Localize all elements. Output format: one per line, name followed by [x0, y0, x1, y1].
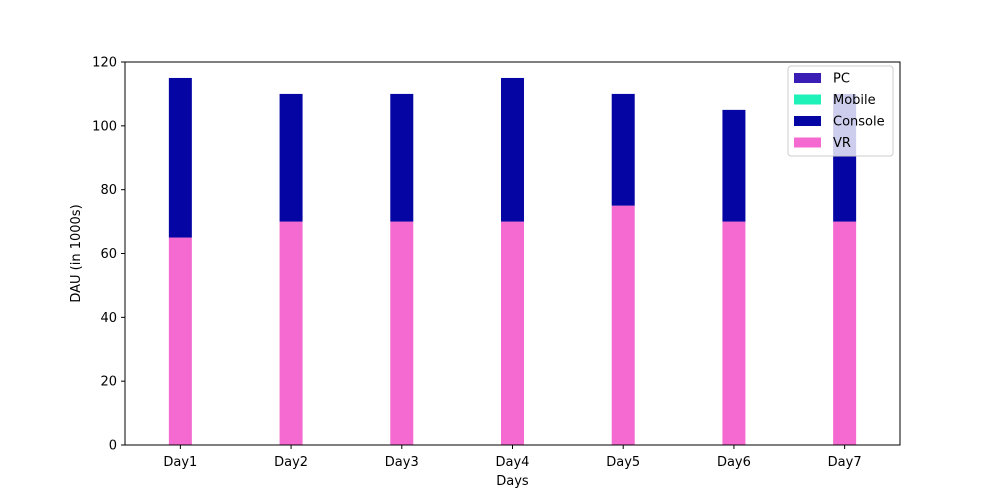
x-axis-label: Days	[496, 474, 529, 489]
y-tick-label: 100	[92, 119, 117, 134]
bar-vr-day5	[611, 205, 635, 445]
y-tick-label: 120	[92, 56, 117, 71]
x-tick-label: Day3	[385, 455, 419, 470]
legend-label-vr: VR	[833, 136, 851, 151]
legend-swatch-pc	[794, 73, 821, 83]
y-tick-label: 60	[100, 247, 117, 262]
x-tick-label: Day4	[496, 455, 530, 470]
bar-console-day3	[390, 93, 414, 222]
legend: PC Mobile Console VR	[787, 65, 894, 157]
y-axis-label: DAU (in 1000s)	[69, 204, 84, 302]
legend-label-console: Console	[833, 115, 885, 130]
legend-label-pc: PC	[833, 72, 850, 87]
ticks-layer: Day1 Day2 Day3 Day4 Day5 Day6 Day7 0 20 40 60 80 100…	[92, 56, 861, 471]
y-tick-label: 0	[109, 439, 117, 454]
bar-console-day4	[501, 77, 524, 222]
y-tick-label: 80	[100, 183, 117, 198]
bars-layer	[168, 77, 857, 445]
y-tick-label: 40	[100, 311, 117, 326]
bar-vr-day7	[833, 221, 857, 445]
bar-vr-day6	[722, 221, 746, 445]
bar-vr-day3	[390, 221, 414, 445]
x-tick-label: Day7	[828, 455, 862, 470]
bar-console-day6	[722, 109, 746, 222]
x-tick-label: Day2	[274, 455, 308, 470]
bar-vr-day2	[279, 221, 303, 445]
bar-vr-day4	[501, 221, 524, 445]
x-tick-label: Day5	[606, 455, 640, 470]
bar-console-day1	[168, 77, 192, 238]
x-tick-label: Day1	[163, 455, 197, 470]
y-tick-label: 20	[100, 375, 117, 390]
legend-box	[787, 65, 894, 157]
bar-console-day2	[279, 93, 303, 222]
bar-console-day5	[611, 93, 635, 206]
x-tick-label: Day6	[717, 455, 751, 470]
legend-swatch-mobile	[794, 94, 821, 105]
legend-swatch-console	[794, 116, 821, 126]
bar-vr-day1	[168, 237, 192, 445]
legend-swatch-vr	[794, 137, 821, 148]
legend-label-mobile: Mobile	[833, 93, 876, 108]
